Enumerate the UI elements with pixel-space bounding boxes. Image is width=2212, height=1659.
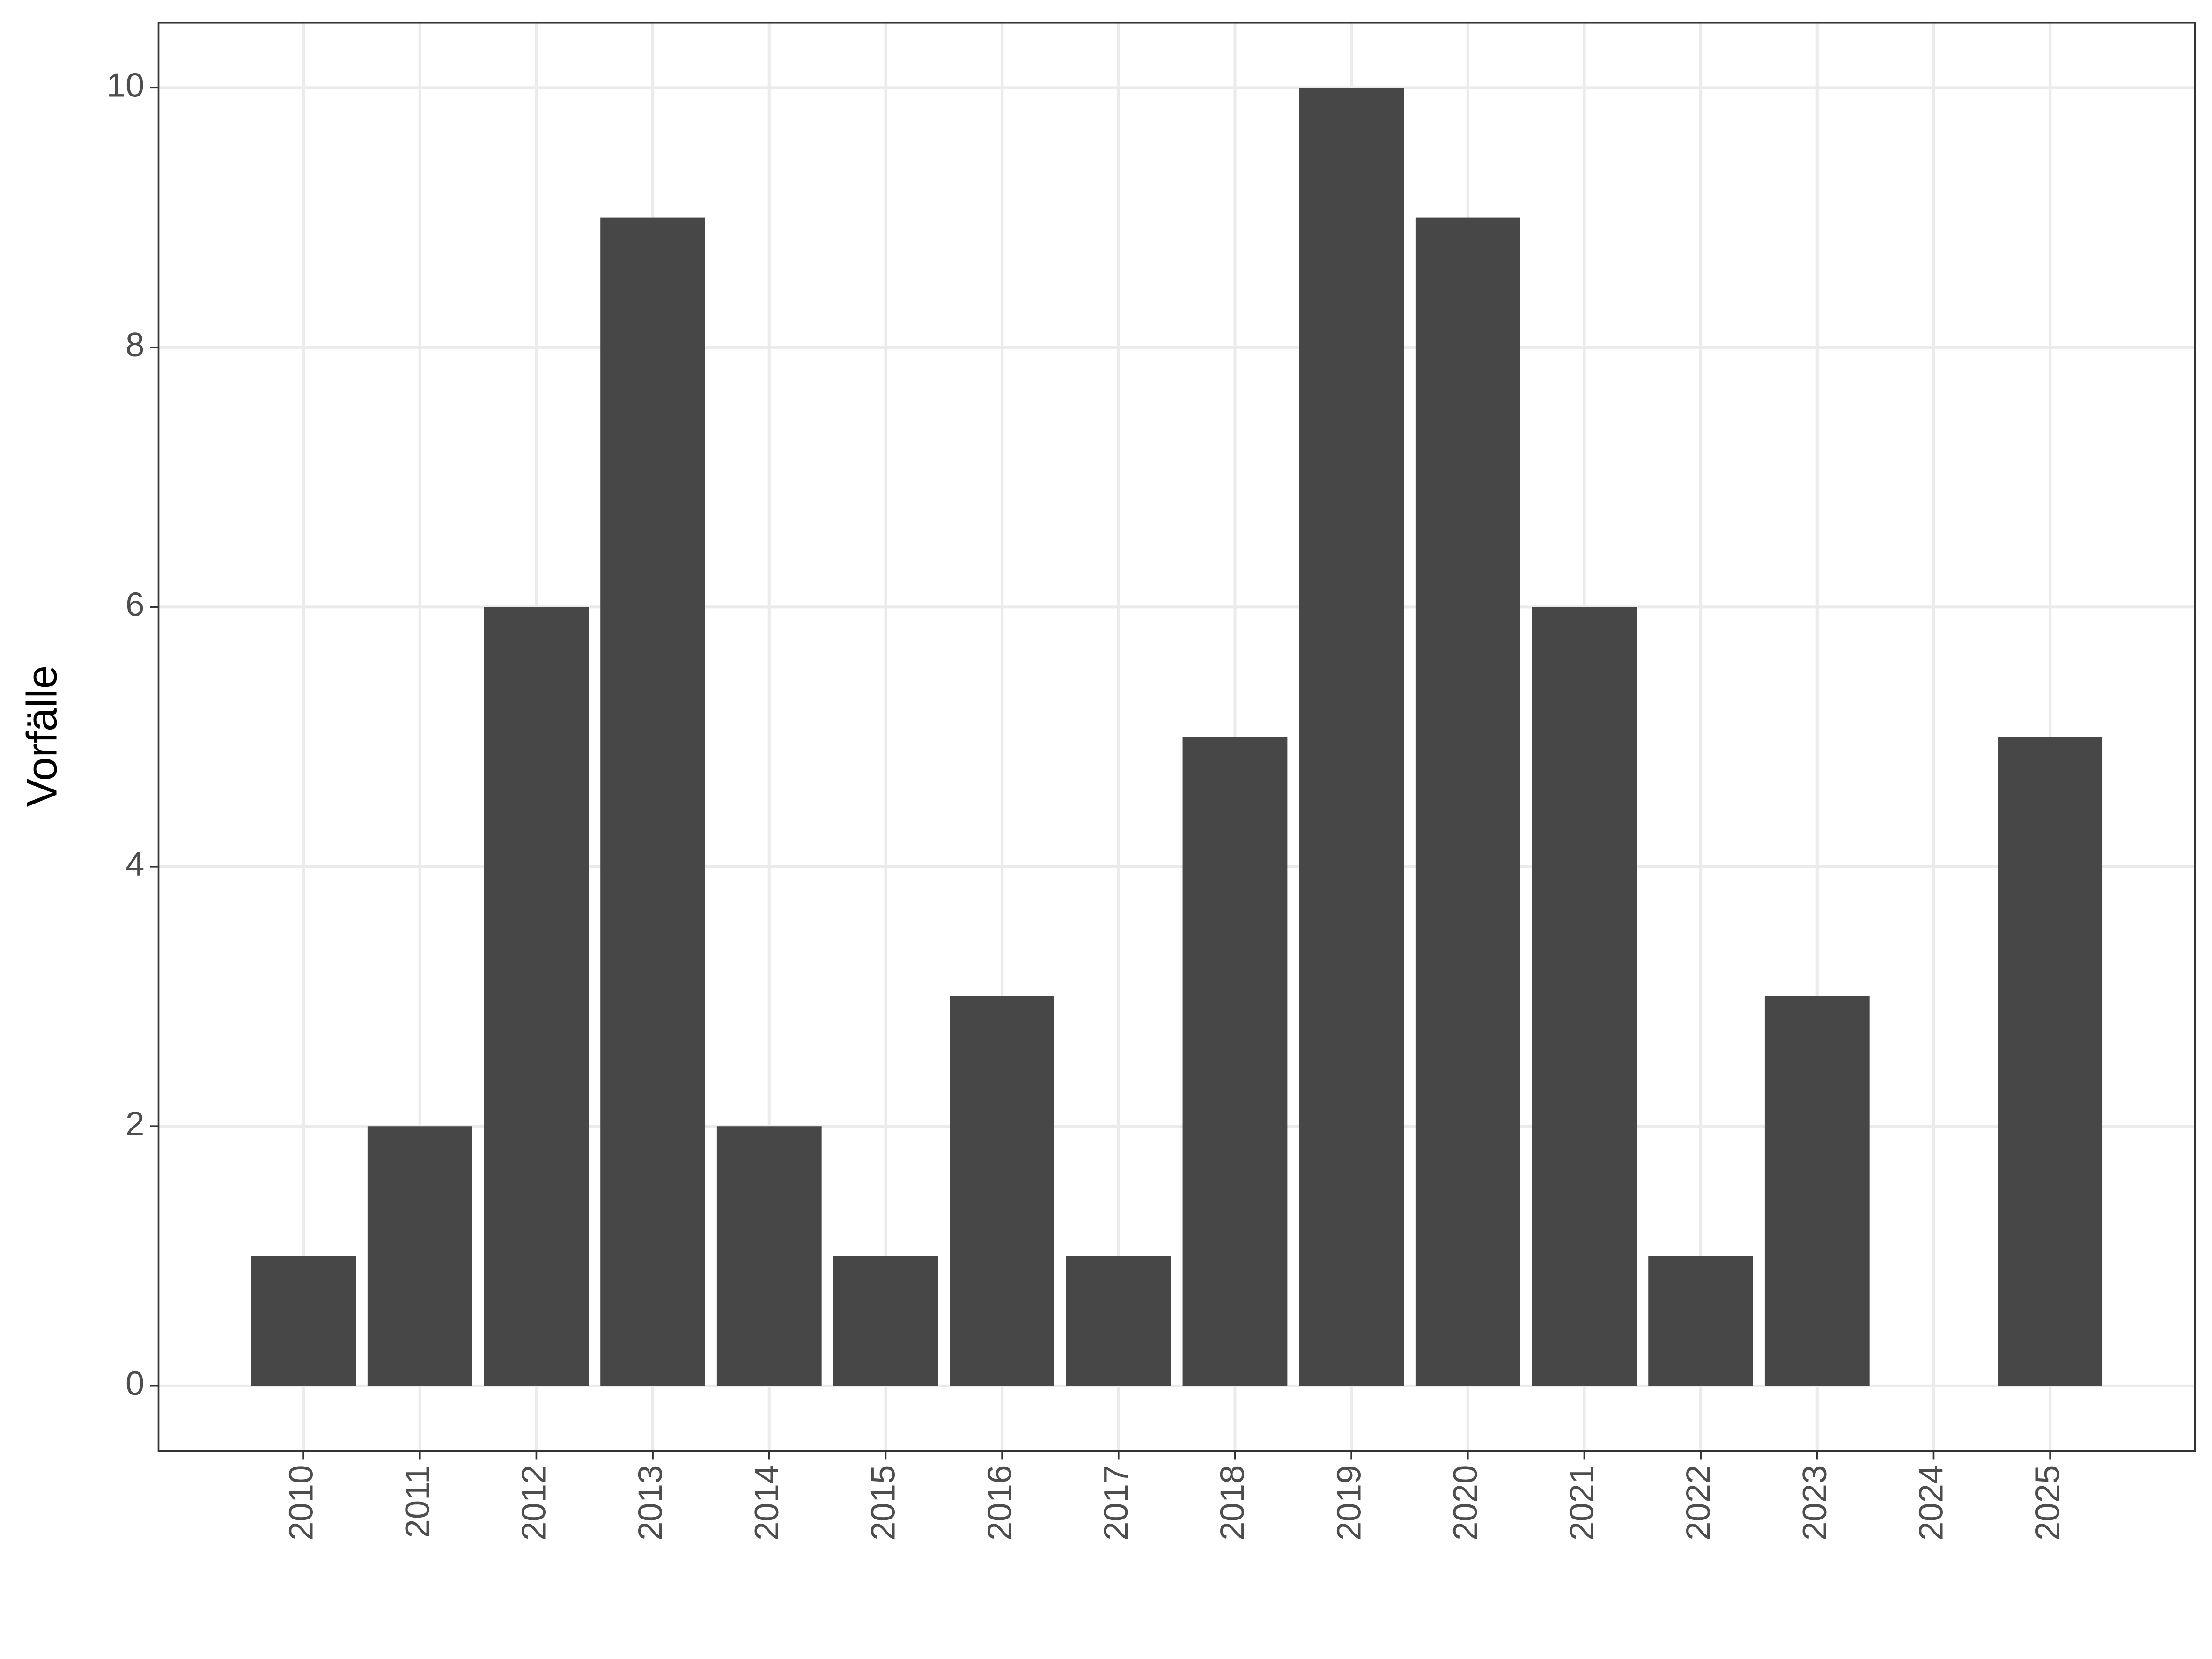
- y-tick-label: 6: [125, 585, 144, 623]
- bar: [484, 607, 589, 1386]
- bar: [950, 996, 1055, 1386]
- y-tick-label: 8: [125, 326, 144, 364]
- x-tick-label: 2014: [748, 1465, 786, 1541]
- x-tick-label: 2012: [515, 1465, 553, 1541]
- bar: [1182, 737, 1288, 1386]
- x-tick-label: 2022: [1679, 1465, 1717, 1541]
- bar: [1066, 1256, 1171, 1386]
- bar: [1299, 88, 1404, 1386]
- y-tick-label: 4: [125, 845, 144, 883]
- x-tick-label: 2018: [1214, 1465, 1252, 1541]
- bar: [251, 1256, 356, 1386]
- x-tick-label: 2024: [1912, 1465, 1950, 1541]
- x-tick-label: 2021: [1563, 1465, 1601, 1541]
- y-tick-label: 2: [125, 1105, 144, 1143]
- x-tick-label: 2013: [631, 1465, 669, 1541]
- bar: [1764, 996, 1870, 1386]
- x-tick-label: 2017: [1097, 1465, 1135, 1541]
- bar: [1415, 217, 1520, 1386]
- y-tick-label: 10: [107, 66, 145, 104]
- bar: [600, 217, 706, 1386]
- bar: [1532, 607, 1637, 1386]
- x-tick-label: 2016: [981, 1465, 1018, 1541]
- x-tick-label: 2023: [1796, 1465, 1834, 1541]
- x-tick-label: 2010: [282, 1465, 320, 1541]
- x-tick-label: 2025: [2028, 1465, 2066, 1541]
- bar: [716, 1126, 822, 1386]
- x-tick-label: 2019: [1330, 1465, 1368, 1541]
- y-axis-title: Vorfälle: [19, 665, 66, 807]
- y-tick-label: 0: [125, 1364, 144, 1402]
- bar: [833, 1256, 938, 1386]
- panel-border: [157, 22, 2196, 1452]
- bar: [1998, 737, 2103, 1386]
- bar: [1648, 1256, 1754, 1386]
- bar: [367, 1126, 472, 1386]
- x-tick-label: 2011: [398, 1465, 436, 1538]
- x-tick-label: 2020: [1446, 1465, 1484, 1541]
- x-tick-label: 2015: [864, 1465, 902, 1541]
